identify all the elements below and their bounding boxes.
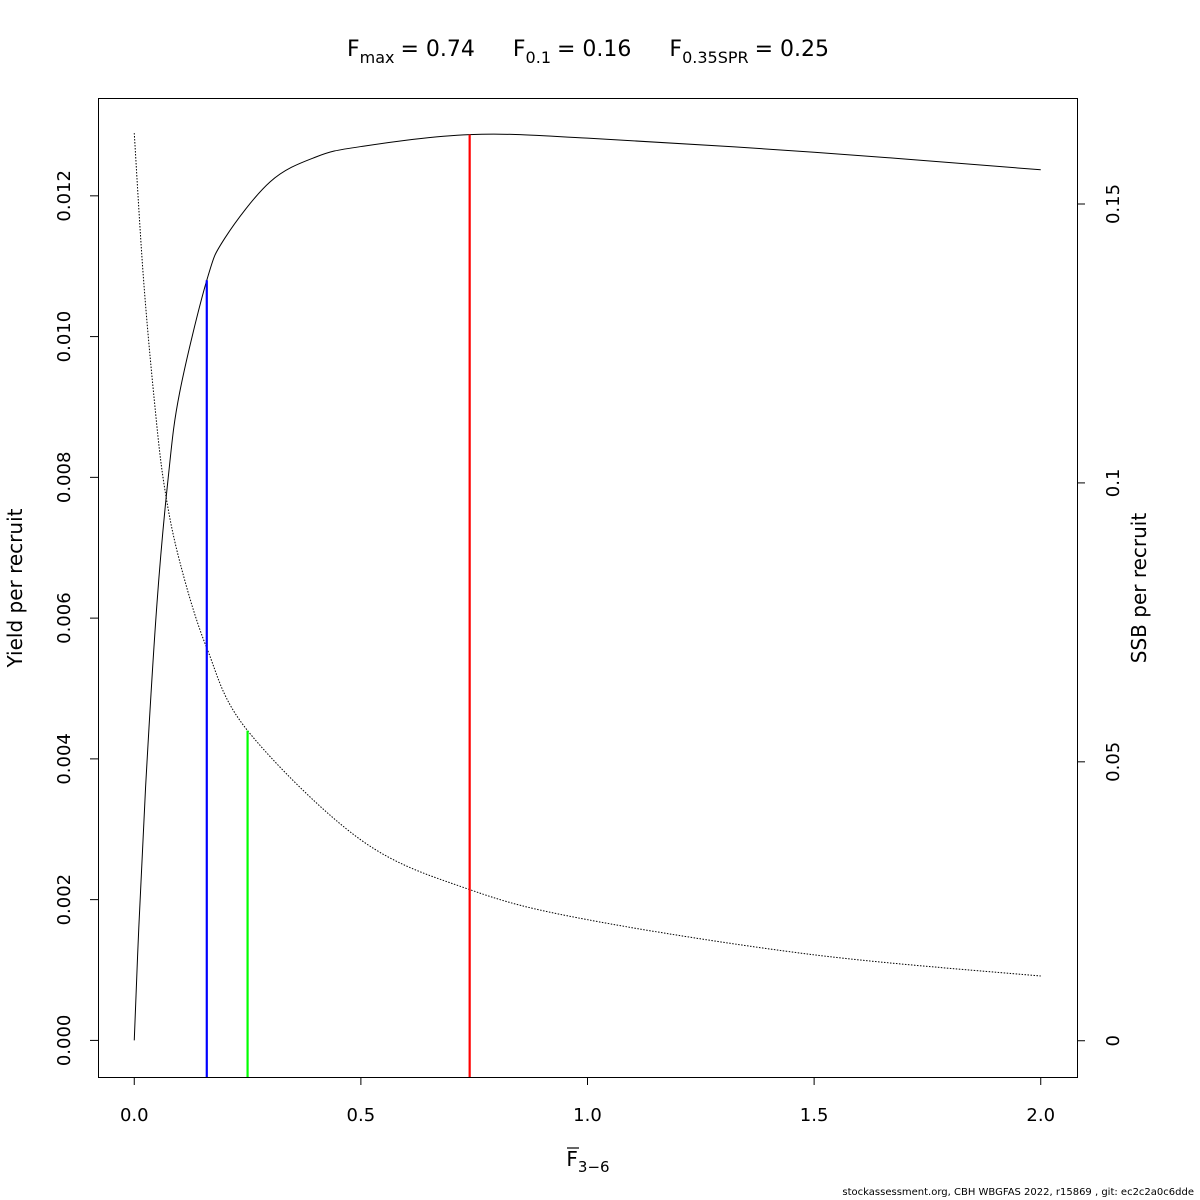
y-left-tick-label: 0.004	[54, 733, 75, 785]
footer: stockassessment.org, CBH WBGFAS 2022, r1…	[842, 1187, 1194, 1198]
y-left-tick-label: 0.012	[54, 170, 75, 222]
y-right-tick-label: 0.05	[1103, 742, 1124, 782]
x-tick-label: 1.0	[573, 1105, 602, 1126]
y-left-tick-label: 0.008	[54, 452, 75, 504]
x-tick-label: 2.0	[1026, 1105, 1055, 1126]
ssb-per-recruit-line	[133, 133, 1041, 977]
y-right-tick-label: 0.15	[1103, 184, 1124, 224]
y-left-tick-label: 0.010	[54, 311, 75, 363]
x-tick-label: 1.5	[800, 1105, 829, 1126]
y-left-tick-label: 0.002	[54, 874, 75, 926]
x-tick-label: 0.5	[347, 1105, 376, 1126]
y-right-axis-label: SSB per recruit	[1127, 513, 1151, 664]
x-axis-label: F3−6	[566, 1147, 609, 1176]
x-tick-label: 0.0	[120, 1105, 149, 1126]
y-left-tick-label: 0.000	[54, 1015, 75, 1067]
y-right-tick-label: 0.1	[1103, 469, 1124, 498]
y-left-axis-label: Yield per recruit	[3, 508, 27, 668]
y-left-tick-label: 0.006	[54, 592, 75, 644]
y-right-tick-label: 0	[1103, 1035, 1124, 1046]
chart-title: Fmax = 0.74 F0.1 = 0.16 F0.35SPR = 0.25	[347, 37, 829, 67]
yield-per-recruit-line	[133, 133, 1041, 1041]
plot-frame	[98, 98, 1078, 1078]
